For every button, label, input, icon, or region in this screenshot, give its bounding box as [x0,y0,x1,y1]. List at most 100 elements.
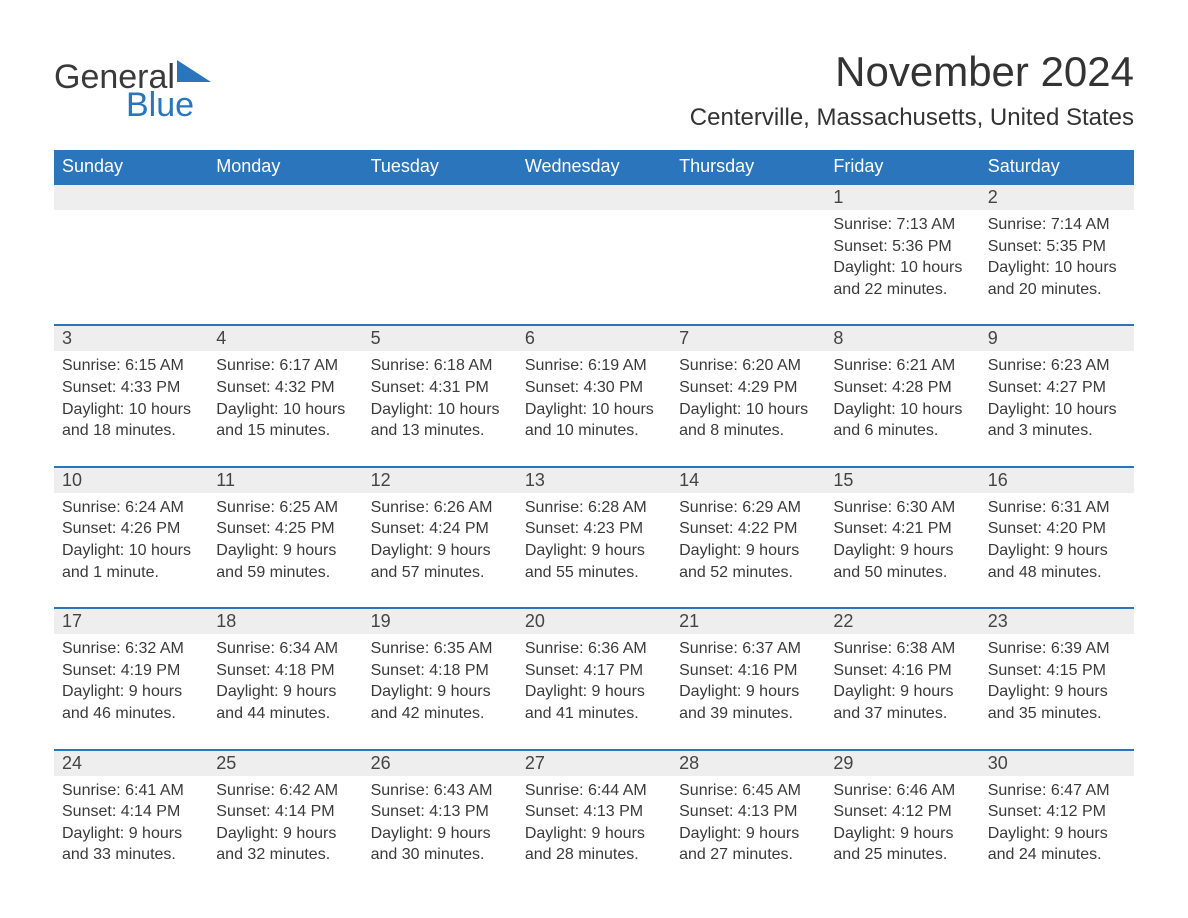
day-number-cell: 20 [517,608,671,634]
daylight-text: Daylight: 10 hours and 15 minutes. [216,399,354,442]
sunset-text: Sunset: 4:32 PM [216,377,354,399]
day-number-cell: 29 [825,750,979,776]
daylight-text: Daylight: 9 hours and 35 minutes. [988,681,1126,724]
day-content-cell: Sunrise: 6:24 AMSunset: 4:26 PMDaylight:… [54,493,208,608]
sunrise-text: Sunrise: 6:47 AM [988,780,1126,802]
day-number-cell [363,184,517,210]
location-subtitle: Centerville, Massachusetts, United State… [690,104,1134,132]
sunrise-text: Sunrise: 6:15 AM [62,355,200,377]
daylight-text: Daylight: 10 hours and 22 minutes. [833,257,971,300]
calendar-table: SundayMondayTuesdayWednesdayThursdayFrid… [54,150,1134,890]
day-content-cell: Sunrise: 6:18 AMSunset: 4:31 PMDaylight:… [363,351,517,466]
sunrise-text: Sunrise: 6:28 AM [525,497,663,519]
sunrise-text: Sunrise: 6:43 AM [371,780,509,802]
sunrise-text: Sunrise: 6:35 AM [371,638,509,660]
day-content-cell: Sunrise: 6:21 AMSunset: 4:28 PMDaylight:… [825,351,979,466]
sunset-text: Sunset: 4:18 PM [371,660,509,682]
daylight-text: Daylight: 9 hours and 55 minutes. [525,540,663,583]
daylight-text: Daylight: 9 hours and 44 minutes. [216,681,354,724]
sunrise-text: Sunrise: 6:17 AM [216,355,354,377]
day-number-cell [54,184,208,210]
day-content-cell [517,210,671,325]
daylight-text: Daylight: 9 hours and 33 minutes. [62,823,200,866]
day-content-cell: Sunrise: 6:42 AMSunset: 4:14 PMDaylight:… [208,776,362,890]
week-number-row: 17181920212223 [54,608,1134,634]
day-number-cell: 19 [363,608,517,634]
sunrise-text: Sunrise: 6:41 AM [62,780,200,802]
sunset-text: Sunset: 4:22 PM [679,518,817,540]
day-content-cell: Sunrise: 7:13 AMSunset: 5:36 PMDaylight:… [825,210,979,325]
sunrise-text: Sunrise: 6:26 AM [371,497,509,519]
day-content-cell: Sunrise: 6:26 AMSunset: 4:24 PMDaylight:… [363,493,517,608]
day-number-cell: 22 [825,608,979,634]
sunset-text: Sunset: 4:31 PM [371,377,509,399]
day-header-row: SundayMondayTuesdayWednesdayThursdayFrid… [54,150,1134,184]
day-number-cell: 10 [54,467,208,493]
logo: General Blue [54,60,211,122]
sunrise-text: Sunrise: 6:31 AM [988,497,1126,519]
sunrise-text: Sunrise: 6:34 AM [216,638,354,660]
day-header: Sunday [54,150,208,184]
sunrise-text: Sunrise: 6:23 AM [988,355,1126,377]
sunset-text: Sunset: 4:23 PM [525,518,663,540]
week-number-row: 24252627282930 [54,750,1134,776]
sunrise-text: Sunrise: 6:29 AM [679,497,817,519]
day-number-cell: 15 [825,467,979,493]
sunset-text: Sunset: 4:21 PM [833,518,971,540]
sunset-text: Sunset: 4:24 PM [371,518,509,540]
sunrise-text: Sunrise: 7:14 AM [988,214,1126,236]
day-content-cell [208,210,362,325]
sunrise-text: Sunrise: 6:19 AM [525,355,663,377]
sunset-text: Sunset: 4:27 PM [988,377,1126,399]
month-title: November 2024 [690,48,1134,96]
day-number-cell: 24 [54,750,208,776]
day-content-cell: Sunrise: 6:31 AMSunset: 4:20 PMDaylight:… [980,493,1134,608]
sunrise-text: Sunrise: 6:36 AM [525,638,663,660]
sunset-text: Sunset: 4:30 PM [525,377,663,399]
day-content-cell: Sunrise: 6:39 AMSunset: 4:15 PMDaylight:… [980,634,1134,749]
sunrise-text: Sunrise: 6:21 AM [833,355,971,377]
sunset-text: Sunset: 4:19 PM [62,660,200,682]
day-number-cell: 14 [671,467,825,493]
day-number-cell: 11 [208,467,362,493]
day-header: Thursday [671,150,825,184]
sunset-text: Sunset: 4:14 PM [216,801,354,823]
day-number-cell: 16 [980,467,1134,493]
title-block: November 2024 Centerville, Massachusetts… [690,36,1134,144]
day-number-cell: 25 [208,750,362,776]
week-content-row: Sunrise: 6:41 AMSunset: 4:14 PMDaylight:… [54,776,1134,890]
sunset-text: Sunset: 4:16 PM [679,660,817,682]
calendar-body: 12Sunrise: 7:13 AMSunset: 5:36 PMDayligh… [54,184,1134,890]
day-content-cell: Sunrise: 6:32 AMSunset: 4:19 PMDaylight:… [54,634,208,749]
day-header: Tuesday [363,150,517,184]
week-number-row: 3456789 [54,325,1134,351]
sunset-text: Sunset: 4:26 PM [62,518,200,540]
day-number-cell: 1 [825,184,979,210]
sunrise-text: Sunrise: 6:30 AM [833,497,971,519]
daylight-text: Daylight: 9 hours and 25 minutes. [833,823,971,866]
day-number-cell: 9 [980,325,1134,351]
sunset-text: Sunset: 4:12 PM [988,801,1126,823]
daylight-text: Daylight: 10 hours and 20 minutes. [988,257,1126,300]
day-number-cell: 17 [54,608,208,634]
day-content-cell: Sunrise: 6:38 AMSunset: 4:16 PMDaylight:… [825,634,979,749]
sunset-text: Sunset: 4:13 PM [679,801,817,823]
day-content-cell: Sunrise: 6:23 AMSunset: 4:27 PMDaylight:… [980,351,1134,466]
day-content-cell: Sunrise: 6:15 AMSunset: 4:33 PMDaylight:… [54,351,208,466]
day-number-cell: 4 [208,325,362,351]
sunrise-text: Sunrise: 6:20 AM [679,355,817,377]
sunset-text: Sunset: 4:14 PM [62,801,200,823]
daylight-text: Daylight: 9 hours and 37 minutes. [833,681,971,724]
day-content-cell: Sunrise: 6:44 AMSunset: 4:13 PMDaylight:… [517,776,671,890]
day-header: Monday [208,150,362,184]
sunset-text: Sunset: 4:29 PM [679,377,817,399]
calendar-thead: SundayMondayTuesdayWednesdayThursdayFrid… [54,150,1134,184]
day-content-cell: Sunrise: 6:20 AMSunset: 4:29 PMDaylight:… [671,351,825,466]
day-content-cell: Sunrise: 6:37 AMSunset: 4:16 PMDaylight:… [671,634,825,749]
day-number-cell [517,184,671,210]
day-header: Saturday [980,150,1134,184]
day-number-cell: 13 [517,467,671,493]
daylight-text: Daylight: 9 hours and 50 minutes. [833,540,971,583]
sunrise-text: Sunrise: 6:42 AM [216,780,354,802]
day-number-cell: 30 [980,750,1134,776]
